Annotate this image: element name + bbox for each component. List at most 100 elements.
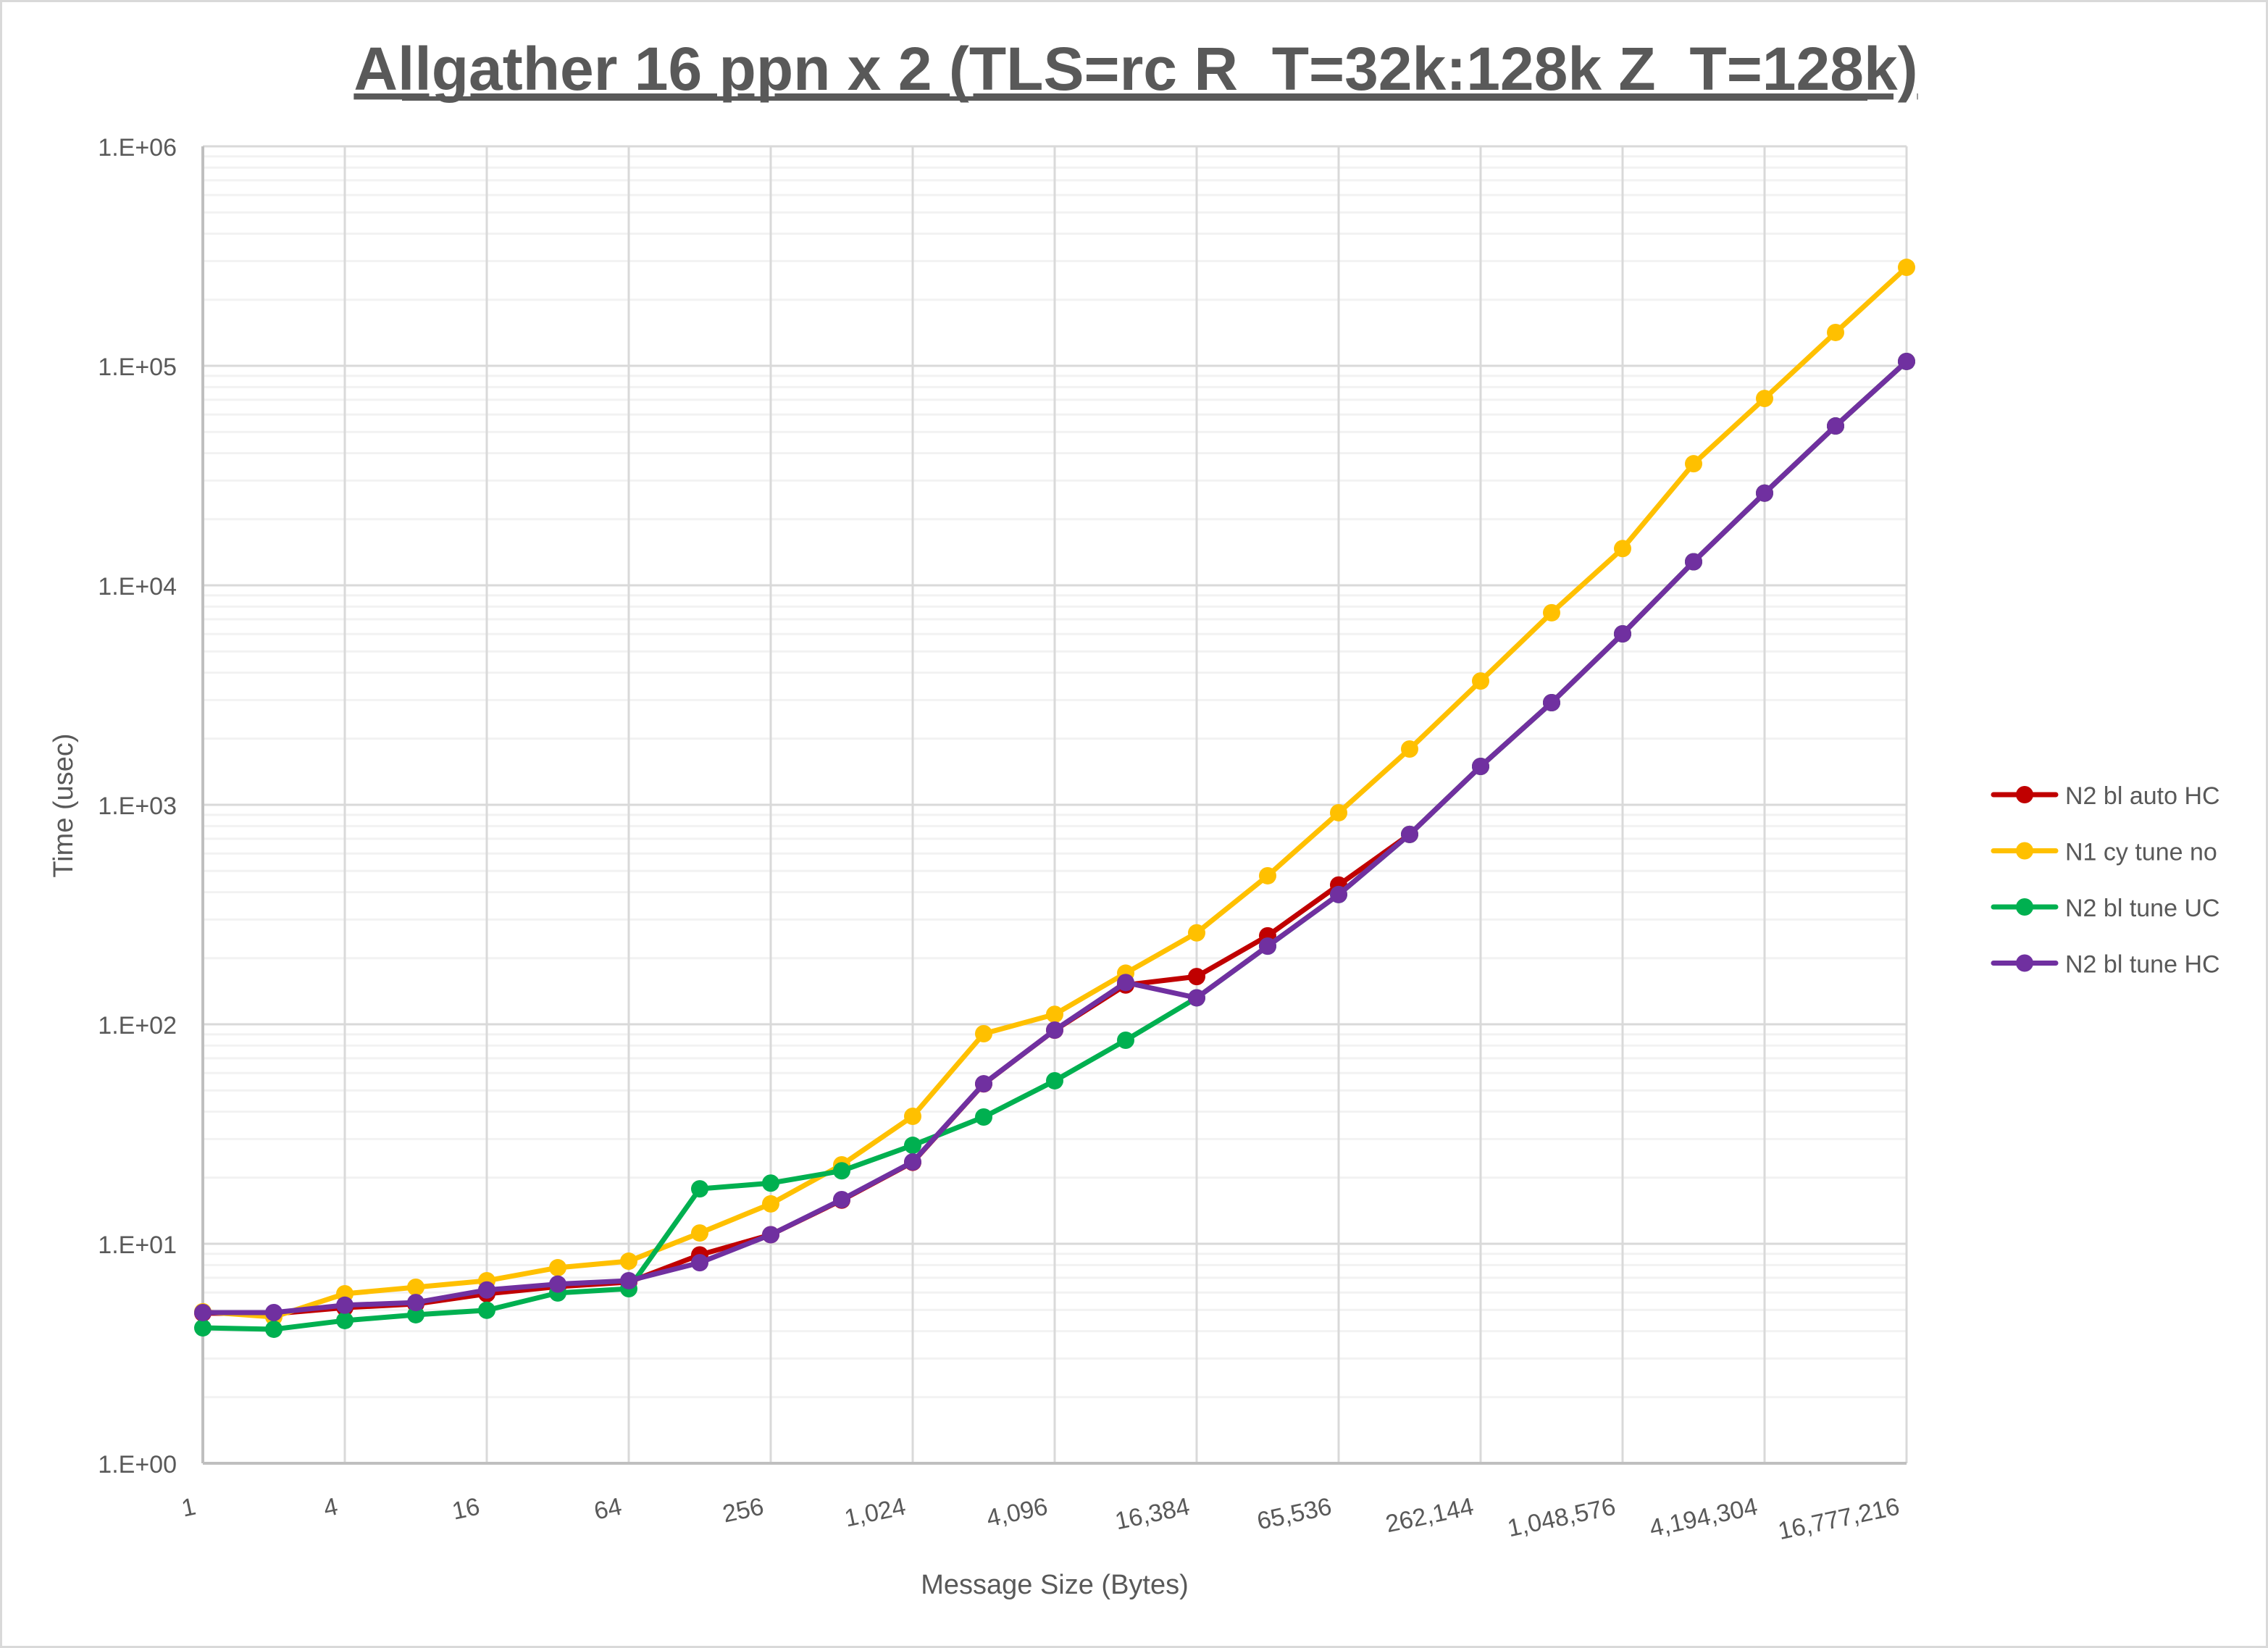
data-point-marker (975, 1108, 992, 1126)
y-tick-label: 1.E+04 (98, 573, 177, 601)
data-point-marker (620, 1252, 637, 1271)
data-point-marker (691, 1224, 708, 1242)
y-axis-tick-labels: 1.E+00 1.E+01 1.E+02 1.E+03 1.E+04 1.E+05 1.E+… (98, 134, 177, 1478)
data-point-marker (1117, 974, 1134, 992)
y-tick-label: 1.E+01 (98, 1231, 177, 1259)
data-point-marker (336, 1296, 353, 1314)
y-axis-title: Time (usec) (49, 733, 79, 877)
x-tick-label: 256 (720, 1493, 766, 1528)
x-tick-label: 262,144 (1384, 1493, 1476, 1539)
data-point-marker (1046, 1071, 1063, 1089)
data-point-marker (407, 1305, 424, 1323)
data-point-marker (1188, 989, 1205, 1007)
data-point-marker (1898, 259, 1915, 277)
data-point-marker (407, 1294, 424, 1312)
legend-marker-icon (2016, 786, 2033, 803)
data-point-marker (1472, 672, 1489, 690)
data-point-marker (549, 1259, 566, 1277)
data-point-marker (975, 1024, 992, 1042)
legend-marker-icon (2016, 898, 2033, 916)
y-tick-label: 1.E+02 (98, 1012, 177, 1040)
data-point-marker (1756, 484, 1773, 502)
data-point-marker (1472, 757, 1489, 775)
data-point-marker (762, 1174, 779, 1192)
x-axis-title: Message Size (Bytes) (921, 1570, 1189, 1600)
series-n2-bl-tune-hc (194, 352, 1915, 1321)
y-tick-label: 1.E+00 (98, 1451, 177, 1478)
legend-label: N2 bl tune HC (2065, 951, 2220, 979)
data-point-marker (1685, 553, 1702, 571)
legend-marker-icon (2016, 842, 2033, 860)
data-point-marker (1330, 885, 1347, 903)
y-tick-label: 1.E+05 (98, 354, 177, 381)
data-point-marker (1046, 1021, 1063, 1040)
y-tick-label: 1.E+06 (98, 134, 177, 162)
data-point-marker (904, 1153, 921, 1171)
data-point-marker (1543, 693, 1560, 711)
series-layer (194, 259, 1915, 1338)
data-point-marker (1614, 625, 1631, 643)
data-point-marker (1046, 1005, 1063, 1024)
legend-label: N2 bl tune UC (2065, 895, 2220, 922)
data-point-marker (194, 1319, 212, 1337)
legend-label: N1 cy tune no (2065, 839, 2217, 866)
data-point-marker (1898, 352, 1915, 370)
data-point-marker (1756, 390, 1773, 408)
data-point-marker (478, 1301, 495, 1319)
legend-item: N2 bl tune HC (1991, 951, 2220, 979)
x-tick-label: 1,048,576 (1505, 1493, 1618, 1543)
data-point-marker (1827, 323, 1844, 341)
x-tick-label: 4,194,304 (1647, 1493, 1760, 1543)
y-tick-label: 1.E+03 (98, 792, 177, 820)
data-point-marker (1259, 937, 1276, 955)
data-point-marker (691, 1254, 708, 1272)
legend: N2 bl auto HC N1 cy tune no N2 bl tune UC N… (1991, 782, 2220, 979)
data-point-marker (762, 1226, 779, 1244)
data-point-marker (620, 1271, 637, 1289)
chart-title: Allgather 16 ppn x 2 (TLS=rc R_T=32k:128… (353, 35, 1917, 103)
data-point-marker (904, 1137, 921, 1155)
x-tick-label: 16,384 (1113, 1493, 1192, 1536)
x-tick-label: 65,536 (1255, 1493, 1334, 1536)
legend-item: N2 bl auto HC (1991, 782, 2220, 810)
data-point-marker (1614, 540, 1631, 558)
data-point-marker (762, 1195, 779, 1213)
x-axis-tick-labels: 1 4 16 64 256 1,024 4,096 16,384 65,536 262,144 1,… (179, 1493, 1901, 1546)
data-point-marker (1401, 740, 1418, 758)
legend-item: N1 cy tune no (1991, 839, 2217, 866)
data-point-marker (1827, 417, 1844, 435)
legend-item: N2 bl tune UC (1991, 895, 2220, 922)
data-point-marker (1330, 803, 1347, 821)
data-point-marker (1685, 455, 1702, 473)
x-tick-label: 1,024 (842, 1493, 908, 1533)
data-point-marker (265, 1320, 283, 1338)
data-point-marker (336, 1311, 353, 1329)
data-point-marker (1117, 1032, 1134, 1050)
data-point-marker (833, 1162, 850, 1180)
data-point-marker (833, 1190, 850, 1208)
data-point-marker (904, 1107, 921, 1125)
axes (201, 146, 1907, 1465)
data-point-marker (1188, 924, 1205, 942)
x-tick-label: 1 (179, 1493, 198, 1523)
data-point-marker (194, 1303, 212, 1321)
legend-marker-icon (2016, 954, 2033, 972)
data-point-marker (1259, 866, 1276, 884)
x-tick-label: 16 (450, 1493, 482, 1526)
data-point-marker (478, 1281, 495, 1299)
data-point-marker (691, 1180, 708, 1198)
data-point-marker (265, 1303, 283, 1321)
data-point-marker (1188, 968, 1205, 986)
x-tick-label: 4 (321, 1493, 340, 1523)
x-tick-label: 16,777,216 (1775, 1493, 1901, 1546)
x-tick-label: 64 (592, 1493, 624, 1526)
data-point-marker (407, 1278, 424, 1296)
data-point-marker (975, 1075, 992, 1093)
data-point-marker (549, 1275, 566, 1293)
x-tick-label: 4,096 (984, 1493, 1050, 1533)
data-point-marker (1401, 825, 1418, 843)
legend-label: N2 bl auto HC (2065, 782, 2220, 810)
data-point-marker (1543, 603, 1560, 622)
